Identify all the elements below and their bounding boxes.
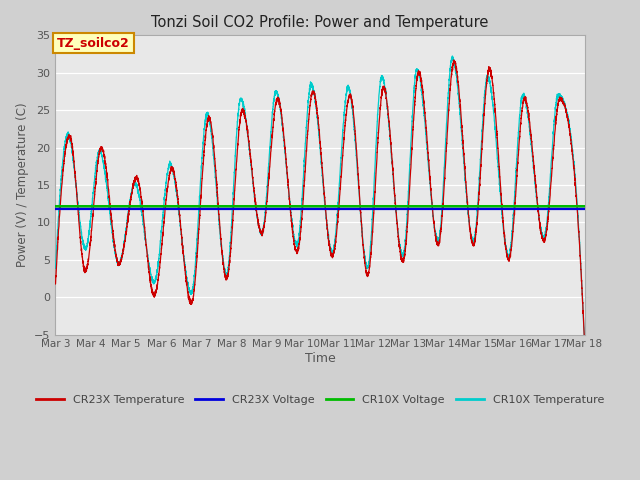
Text: TZ_soilco2: TZ_soilco2 (57, 36, 130, 49)
Title: Tonzi Soil CO2 Profile: Power and Temperature: Tonzi Soil CO2 Profile: Power and Temper… (151, 15, 489, 30)
Y-axis label: Power (V) / Temperature (C): Power (V) / Temperature (C) (15, 103, 29, 267)
Legend: CR23X Temperature, CR23X Voltage, CR10X Voltage, CR10X Temperature: CR23X Temperature, CR23X Voltage, CR10X … (31, 391, 609, 410)
X-axis label: Time: Time (305, 352, 335, 365)
